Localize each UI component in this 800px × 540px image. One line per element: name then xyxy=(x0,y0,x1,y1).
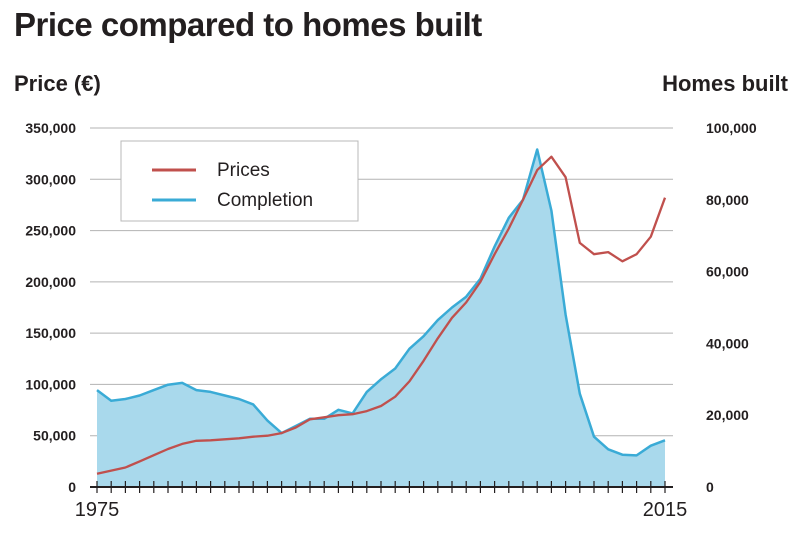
right-tick-label: 60,000 xyxy=(706,264,749,280)
left-tick-label: 250,000 xyxy=(25,223,76,239)
legend-label: Completion xyxy=(217,190,313,211)
legend-box xyxy=(120,140,359,222)
right-tick-label: 80,000 xyxy=(706,192,749,208)
right-tick-label: 40,000 xyxy=(706,335,749,351)
right-tick-label: 100,000 xyxy=(706,120,757,136)
right-tick-label: 0 xyxy=(706,479,714,495)
chart-title: Price compared to homes built xyxy=(14,6,482,43)
x-tick-label: 1975 xyxy=(75,499,120,521)
left-tick-label: 50,000 xyxy=(33,428,76,444)
axes-layer xyxy=(90,481,673,493)
series-lines-layer xyxy=(96,148,667,475)
x-tick-label: 2015 xyxy=(643,499,688,521)
left-tick-label: 0 xyxy=(68,479,76,495)
completion-line xyxy=(96,148,666,457)
legend: Prices Completion xyxy=(120,140,359,222)
legend-label: Prices xyxy=(217,160,270,181)
prices-line xyxy=(96,155,667,475)
left-tick-label: 200,000 xyxy=(25,274,76,290)
left-tick-label: 300,000 xyxy=(25,171,76,187)
right-axis-title: Homes built xyxy=(662,71,788,96)
right-tick-label: 20,000 xyxy=(706,407,749,423)
left-tick-label: 350,000 xyxy=(25,120,76,136)
tick-labels-layer: 0 50,000 100,000 150,000 200,000 250,000 300,0… xyxy=(25,120,756,521)
completion-area xyxy=(97,149,665,487)
left-axis-title: Price (€) xyxy=(14,71,101,96)
left-tick-label: 150,000 xyxy=(25,325,76,341)
left-tick-label: 100,000 xyxy=(25,376,76,392)
completion-area-layer xyxy=(97,149,665,487)
